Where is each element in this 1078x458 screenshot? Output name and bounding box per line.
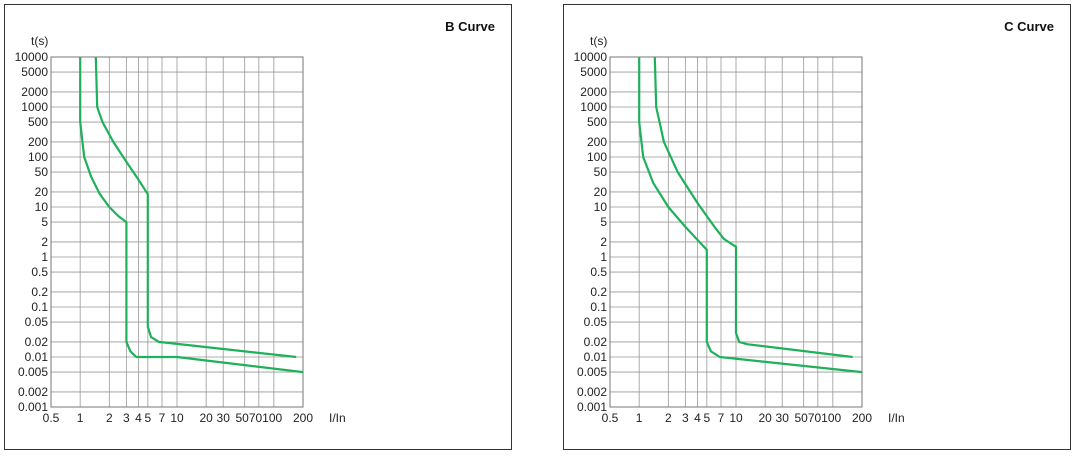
y-tick-label: 0.5 [31, 265, 48, 279]
y-tick-label: 200 [28, 135, 48, 149]
y-tick-label: 0.05 [25, 315, 49, 329]
x-tick-label: 5 [145, 411, 152, 425]
y-tick-label: 20 [594, 185, 608, 199]
x-tick-label: 5 [704, 411, 711, 425]
x-axis-label: I/In [329, 411, 346, 425]
x-tick-label: 2 [106, 411, 113, 425]
y-axis-label: t(s) [590, 34, 607, 48]
x-tick-label: 7 [159, 411, 166, 425]
lower-trip-curve [79, 57, 304, 374]
plot-frame [50, 56, 304, 408]
x-tick-label: 30 [776, 411, 790, 425]
y-tick-label: 0.1 [31, 300, 48, 314]
y-tick-label: 5000 [580, 65, 607, 79]
y-tick-label: 10 [35, 200, 49, 214]
x-axis-label: I/In [888, 411, 905, 425]
x-tick-label: 0.5 [43, 411, 60, 425]
y-tick-label: 100 [587, 150, 607, 164]
y-tick-label: 50 [594, 165, 608, 179]
x-tick-label: 0.5 [602, 411, 619, 425]
y-tick-label: 0.02 [584, 335, 608, 349]
b-curve-chart: B Curvet(s)10000500020001000500200100502… [15, 19, 495, 425]
x-tick-label: 1 [636, 411, 643, 425]
y-tick-label: 0.5 [590, 265, 607, 279]
y-tick-label: 5 [600, 215, 607, 229]
y-tick-label: 0.2 [590, 285, 607, 299]
y-tick-label: 2 [600, 235, 607, 249]
x-tick-label: 5070100 [794, 411, 841, 425]
y-tick-label: 100 [28, 150, 48, 164]
y-tick-label: 1 [600, 250, 607, 264]
y-axis-label: t(s) [31, 34, 48, 48]
lower-trip-curve [638, 57, 863, 374]
y-tick-label: 50 [35, 165, 49, 179]
x-tick-label: 7 [718, 411, 725, 425]
x-tick-label: 5070100 [235, 411, 282, 425]
upper-trip-curve [94, 56, 297, 359]
y-tick-label: 0.001 [577, 400, 607, 414]
y-tick-label: 0.01 [584, 350, 608, 364]
x-tick-label: 3 [682, 411, 689, 425]
chart-title: B Curve [445, 19, 495, 34]
y-tick-label: 0.005 [577, 365, 607, 379]
y-tick-label: 1000 [580, 100, 607, 114]
x-tick-label: 200 [852, 411, 872, 425]
y-tick-label: 0.2 [31, 285, 48, 299]
y-tick-label: 1 [41, 250, 48, 264]
y-tick-label: 5000 [21, 65, 48, 79]
x-tick-label: 1 [77, 411, 84, 425]
y-tick-label: 0.002 [18, 385, 48, 399]
x-tick-label: 4 [694, 411, 701, 425]
y-tick-label: 0.05 [584, 315, 608, 329]
y-tick-label: 500 [587, 115, 607, 129]
x-tick-label: 20 [199, 411, 213, 425]
upper-trip-curve [653, 56, 853, 359]
y-tick-label: 2 [41, 235, 48, 249]
y-tick-label: 1000 [21, 100, 48, 114]
x-tick-label: 2 [665, 411, 672, 425]
y-tick-label: 0.1 [590, 300, 607, 314]
b-curve-panel: B Curve t(s) 10000 5000 2000 1000 500 200 100 50 2… [4, 4, 512, 450]
x-tick-label: 3 [123, 411, 130, 425]
x-tick-label: 200 [293, 411, 313, 425]
y-tick-label: 10 [594, 200, 608, 214]
chart-title: C Curve [1004, 19, 1054, 34]
y-tick-label: 5 [41, 215, 48, 229]
y-tick-label: 20 [35, 185, 49, 199]
y-tick-label: 0.002 [577, 385, 607, 399]
y-tick-label: 0.01 [25, 350, 49, 364]
x-tick-label: 10 [729, 411, 743, 425]
y-tick-label: 200 [587, 135, 607, 149]
x-tick-label: 30 [217, 411, 231, 425]
y-tick-label: 0.001 [18, 400, 48, 414]
y-tick-label: 2000 [21, 85, 48, 99]
y-tick-label: 500 [28, 115, 48, 129]
y-tick-label: 0.005 [18, 365, 48, 379]
c-curve-chart: C Curvet(s)10000500020001000500200100502… [574, 19, 1054, 425]
y-tick-label: 2000 [580, 85, 607, 99]
y-tick-label: 10000 [15, 50, 49, 64]
y-tick-label: 10000 [574, 50, 608, 64]
y-tick-label: 0.02 [25, 335, 49, 349]
x-tick-label: 20 [758, 411, 772, 425]
x-tick-label: 4 [135, 411, 142, 425]
x-tick-label: 10 [170, 411, 184, 425]
c-curve-panel: C Curve t(s) 10000 5000 2000 1000 500 200 100 50 2… [563, 4, 1071, 450]
plot-frame [609, 56, 863, 408]
